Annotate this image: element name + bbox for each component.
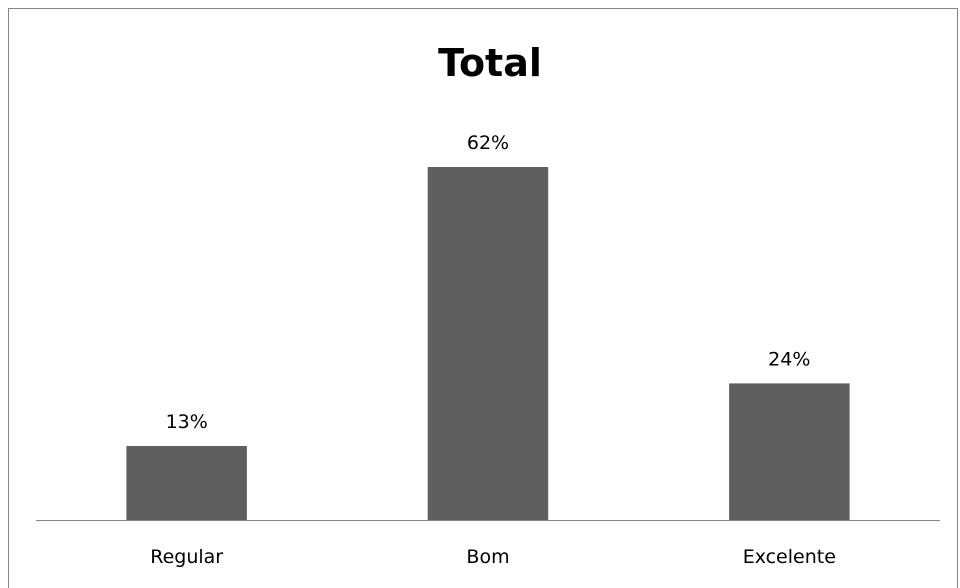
data-label-excelente: 24% bbox=[768, 348, 810, 370]
category-label-excelente: Excelente bbox=[743, 546, 836, 568]
category-label-regular: Regular bbox=[150, 546, 223, 568]
chart-title: Total bbox=[438, 41, 542, 85]
data-labels-group: 13% 62% 24% bbox=[166, 132, 811, 433]
bar-regular bbox=[126, 446, 247, 520]
data-label-bom: 62% bbox=[467, 132, 509, 154]
data-label-regular: 13% bbox=[166, 411, 208, 433]
category-labels-group: Regular Bom Excelente bbox=[150, 546, 836, 568]
category-label-bom: Bom bbox=[466, 546, 509, 568]
bar-excelente bbox=[729, 383, 850, 520]
bars-group bbox=[126, 167, 850, 520]
bar-bom bbox=[427, 167, 549, 520]
